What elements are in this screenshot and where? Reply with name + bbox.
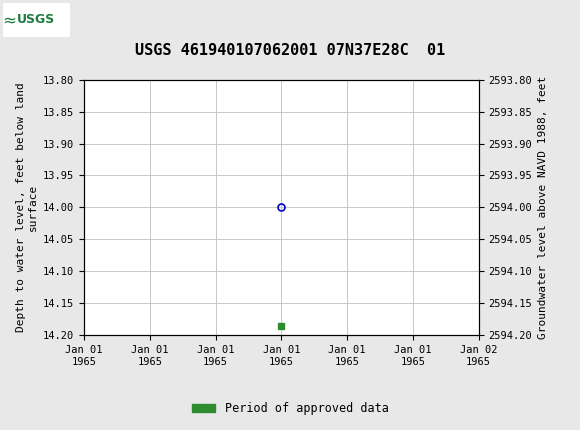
Text: USGS: USGS [17,13,55,27]
FancyBboxPatch shape [3,3,70,37]
Y-axis label: Groundwater level above NAVD 1988, feet: Groundwater level above NAVD 1988, feet [538,76,548,339]
Legend: Period of approved data: Period of approved data [187,397,393,420]
Y-axis label: Depth to water level, feet below land
surface: Depth to water level, feet below land su… [16,83,38,332]
Text: ≈: ≈ [2,11,16,29]
Text: USGS 461940107062001 07N37E28C  01: USGS 461940107062001 07N37E28C 01 [135,43,445,58]
